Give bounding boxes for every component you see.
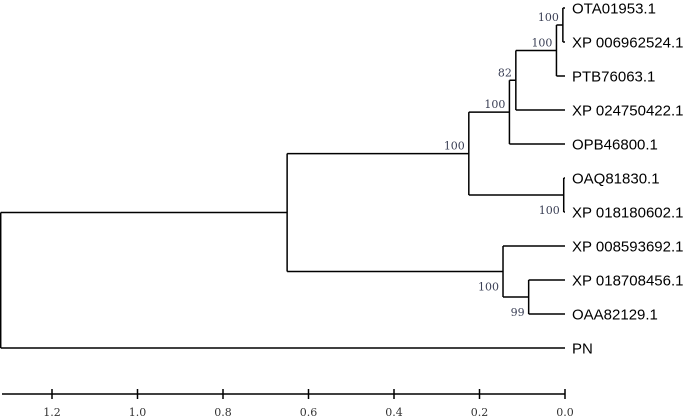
scale-tick-label: 0.2 <box>471 406 489 417</box>
taxon-label: PTB76063.1 <box>572 69 655 86</box>
taxon-label: XP 006962524.1 <box>572 35 684 52</box>
bootstrap-support: 100 <box>484 98 505 111</box>
bootstrap-support: 100 <box>531 37 552 50</box>
scale-tick-label: 0.0 <box>556 406 574 417</box>
taxon-label: OAQ81830.1 <box>572 171 660 188</box>
distance-scale-axis: 1.2 1.0 0.8 0.6 0.4 0.2 0.0 <box>2 389 574 417</box>
tree-labels: OTA01953.1 XP 006962524.1 100 PTB76063.1 100… <box>444 1 684 358</box>
bootstrap-support: 82 <box>498 66 512 79</box>
taxon-label: PN <box>572 341 593 358</box>
taxon-label: OAA82129.1 <box>572 307 658 324</box>
scale-tick-label: 0.8 <box>214 406 232 417</box>
taxon-label: XP 018180602.1 <box>572 205 684 222</box>
scale-tick-label: 0.6 <box>300 406 318 417</box>
scale-tick-label: 1.0 <box>129 406 147 417</box>
taxon-label: XP 008593692.1 <box>572 239 684 256</box>
taxon-label: XP 018708456.1 <box>572 273 684 290</box>
tree-branches <box>0 7 565 349</box>
scale-tick-label: 0.4 <box>385 406 403 417</box>
taxon-label: XP 024750422.1 <box>572 103 684 120</box>
bootstrap-support: 99 <box>511 306 525 319</box>
bootstrap-support: 100 <box>538 11 559 24</box>
taxon-label: OTA01953.1 <box>572 1 656 18</box>
taxon-label: OPB46800.1 <box>572 137 658 154</box>
scale-tick-label: 1.2 <box>43 406 61 417</box>
bootstrap-support: 100 <box>478 281 499 294</box>
bootstrap-support: 100 <box>539 204 560 217</box>
bootstrap-support: 100 <box>444 140 465 153</box>
